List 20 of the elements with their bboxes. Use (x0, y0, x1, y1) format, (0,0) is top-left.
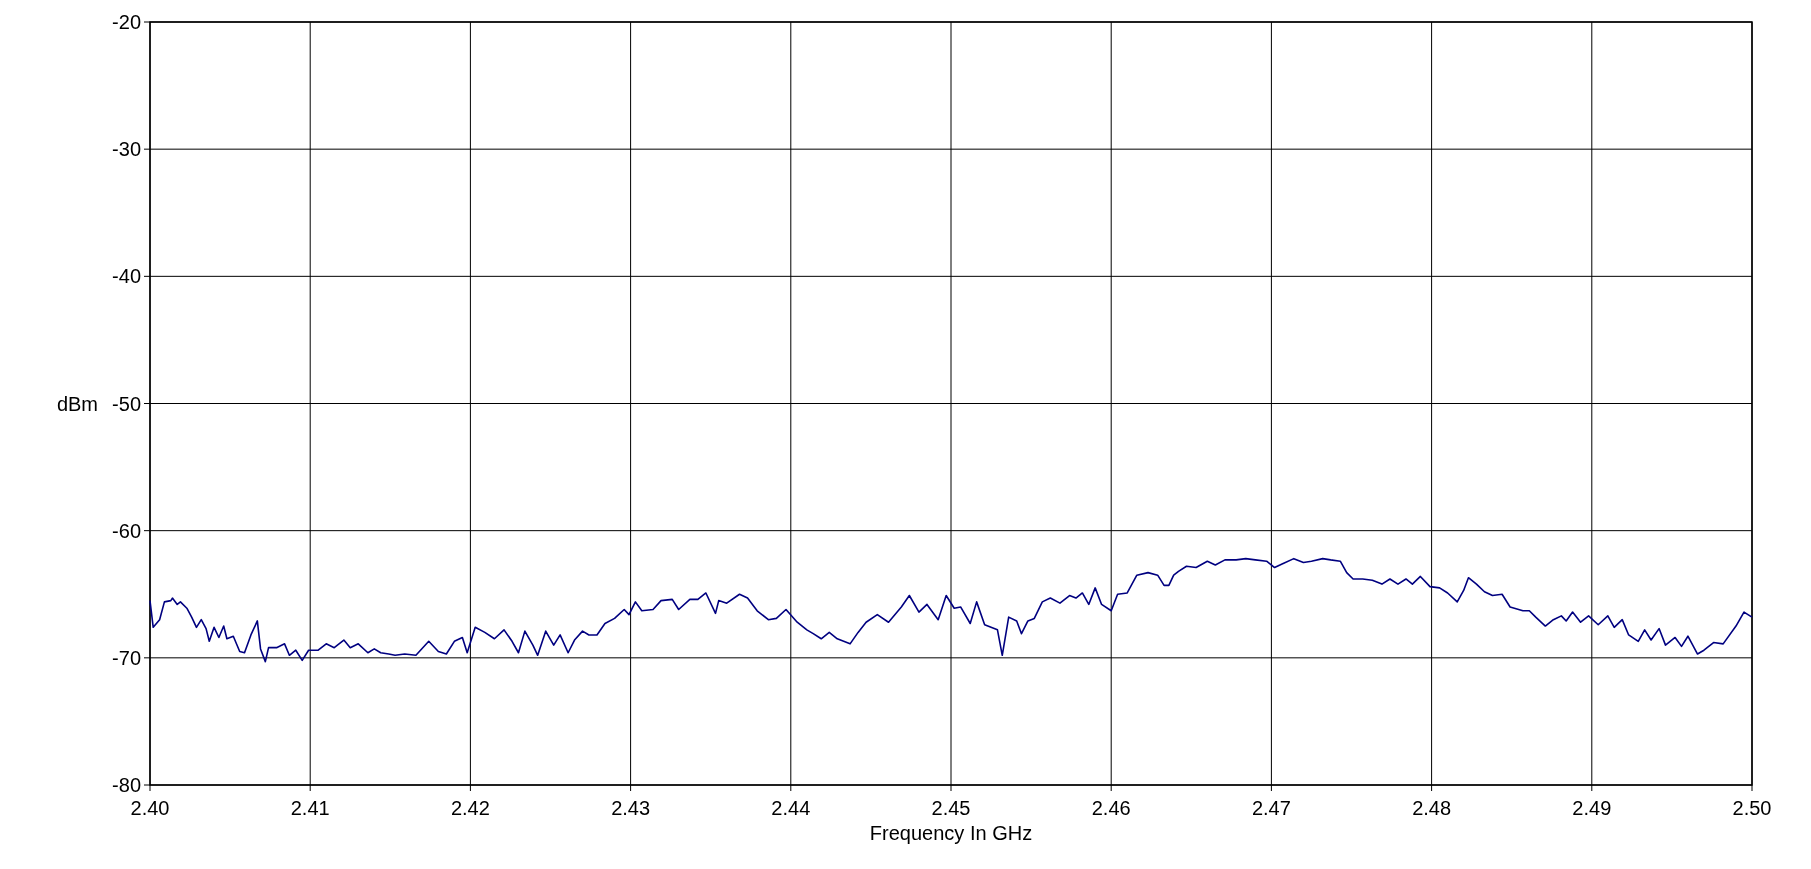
x-axis-title: Frequency In GHz (869, 822, 1033, 844)
x-tick-label: 2.42 (450, 797, 490, 819)
y-tick-label: -20 (112, 11, 141, 33)
x-tick-label: 2.45 (931, 797, 971, 819)
y-tick-label: -70 (112, 646, 141, 669)
y-tick-label: -30 (112, 138, 141, 161)
x-tick-label: 2.43 (611, 797, 651, 819)
y-tick-label: -60 (112, 519, 141, 542)
x-tick-label: 2.46 (1091, 797, 1131, 819)
x-tick-label: 2.44 (771, 797, 811, 819)
x-tick-label: 2.49 (1572, 797, 1612, 819)
x-tick-label: 2.48 (1412, 797, 1452, 819)
y-axis-title: dBm (56, 392, 98, 415)
x-tick-label: 2.41 (290, 797, 330, 819)
x-tick-label: 2.50 (1732, 797, 1772, 819)
y-tick-label: -50 (112, 392, 141, 415)
x-tick-label: 2.47 (1251, 797, 1291, 819)
x-tick-label: 2.40 (130, 797, 170, 819)
y-tick-label: -40 (112, 265, 141, 288)
y-tick-label: -80 (112, 774, 141, 796)
